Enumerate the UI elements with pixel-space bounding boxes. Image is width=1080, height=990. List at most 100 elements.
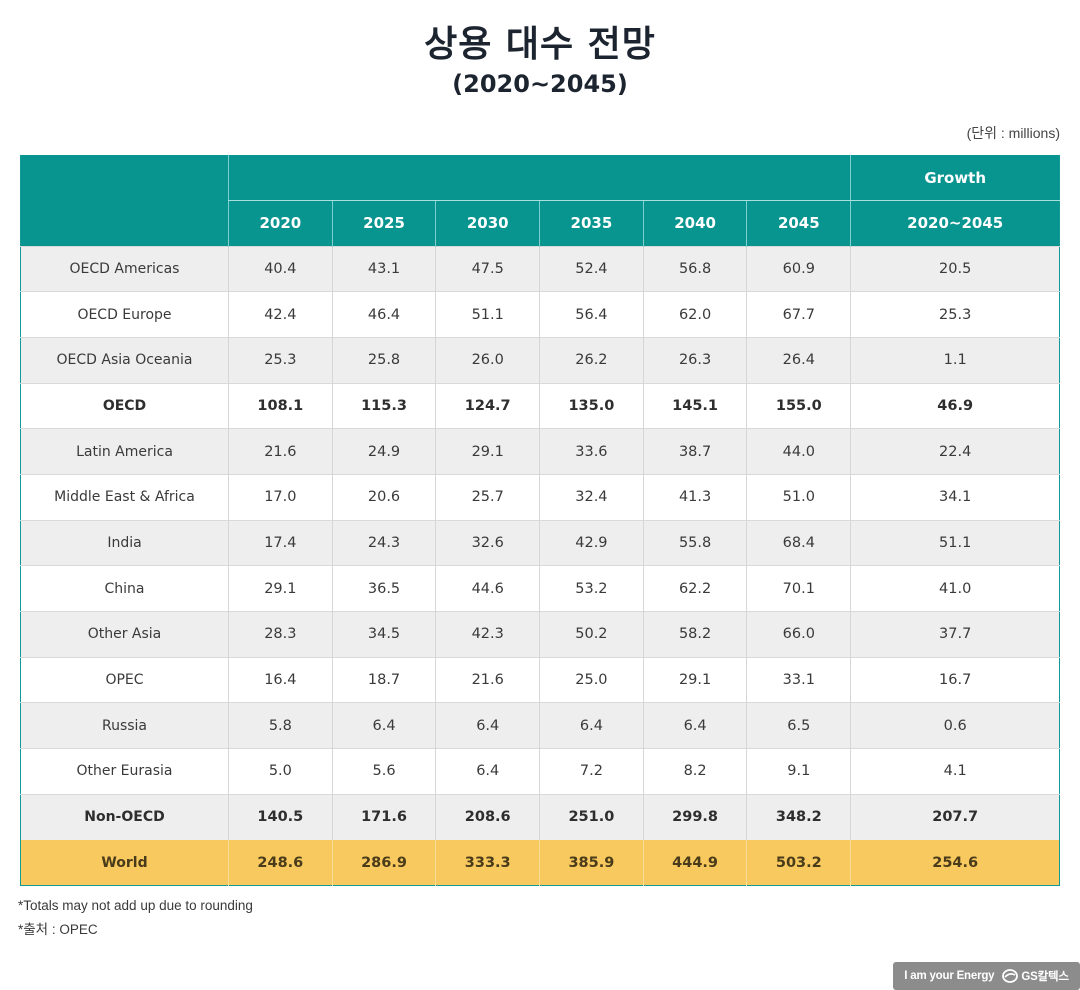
cell-growth: 20.5	[850, 245, 1060, 292]
cell-value: 62.2	[642, 565, 747, 612]
cell-value: 53.2	[539, 565, 644, 612]
table-row: OECD Asia Oceania 25.3 25.8 26.0 26.2 26…	[20, 336, 1060, 384]
cell-value: 208.6	[435, 793, 540, 840]
cell-value: 503.2	[746, 839, 851, 886]
cell-growth: 37.7	[850, 611, 1060, 658]
cell-value: 29.1	[435, 428, 540, 475]
region-label: Non-OECD	[20, 793, 229, 840]
header-year: 2030	[435, 200, 540, 246]
cell-value: 44.0	[746, 428, 851, 475]
cell-growth: 41.0	[850, 565, 1060, 612]
cell-value: 25.7	[435, 473, 540, 521]
table-row: Other Asia 28.3 34.5 42.3 50.2 58.2 66.0…	[20, 611, 1060, 658]
cell-value: 299.8	[642, 793, 747, 840]
cell-value: 51.0	[746, 473, 851, 521]
cell-value: 6.4	[435, 748, 540, 795]
cell-value: 6.4	[435, 702, 540, 749]
cell-value: 26.4	[746, 336, 851, 384]
cell-value: 67.7	[746, 291, 851, 338]
table-row: India 17.4 24.3 32.6 42.9 55.8 68.4 51.1	[20, 519, 1060, 566]
cell-value: 47.5	[435, 245, 540, 292]
cell-value: 32.6	[435, 519, 540, 566]
region-label: OECD Europe	[20, 291, 229, 338]
cell-value: 348.2	[746, 793, 851, 840]
cell-value: 60.9	[746, 245, 851, 292]
cell-value: 55.8	[642, 519, 747, 566]
header-year: 2035	[539, 200, 644, 246]
header-year: 2025	[331, 200, 436, 246]
cell-value: 108.1	[228, 382, 333, 429]
region-label: China	[20, 565, 229, 612]
page-title: 상용 대수 전망	[424, 24, 656, 65]
brand-logo: GS칼텍스	[1002, 968, 1069, 984]
gs-logo-icon	[1002, 969, 1019, 983]
forecast-table: Growth 2020 2025 2030 2035 2040 2045 202…	[20, 155, 1061, 887]
source-note: *출처 : OPEC	[18, 922, 98, 937]
cell-growth: 16.7	[850, 656, 1060, 703]
cell-value: 42.4	[228, 291, 333, 338]
cell-value: 24.9	[331, 428, 436, 475]
cell-value: 56.8	[642, 245, 747, 292]
cell-value: 25.3	[228, 336, 333, 384]
cell-growth: 254.6	[850, 839, 1060, 886]
cell-value: 18.7	[331, 656, 436, 703]
table-row: Latin America 21.6 24.9 29.1 33.6 38.7 4…	[20, 428, 1060, 475]
footnotes: *Totals may not add up due to rounding *…	[18, 894, 253, 942]
table-row: Russia 5.8 6.4 6.4 6.4 6.4 6.5 0.6	[20, 702, 1060, 749]
header-years-span	[227, 155, 851, 201]
cell-value: 33.1	[746, 656, 851, 703]
header-region-blank	[20, 155, 229, 246]
cell-value: 28.3	[228, 611, 333, 658]
region-label: Russia	[20, 702, 229, 749]
cell-growth: 51.1	[850, 519, 1060, 566]
cell-value: 29.1	[642, 656, 747, 703]
cell-value: 135.0	[539, 382, 644, 429]
cell-value: 62.0	[642, 291, 747, 338]
table-row-subtotal: OECD 108.1 115.3 124.7 135.0 145.1 155.0…	[20, 382, 1060, 429]
table-row-subtotal: Non-OECD 140.5 171.6 208.6 251.0 299.8 3…	[20, 793, 1060, 840]
cell-value: 385.9	[539, 839, 644, 886]
cell-value: 5.6	[331, 748, 436, 795]
cell-value: 24.3	[331, 519, 436, 566]
cell-growth: 25.3	[850, 291, 1060, 338]
cell-value: 8.2	[642, 748, 747, 795]
cell-value: 38.7	[642, 428, 747, 475]
brand-badge: I am your Energy GS칼텍스	[893, 962, 1080, 990]
cell-value: 29.1	[228, 565, 333, 612]
cell-value: 33.6	[539, 428, 644, 475]
cell-value: 36.5	[331, 565, 436, 612]
brand-company: GS칼텍스	[1021, 971, 1069, 983]
cell-value: 6.5	[746, 702, 851, 749]
cell-value: 6.4	[539, 702, 644, 749]
region-label: OECD	[20, 382, 229, 429]
unit-label: (단위 : millions)	[966, 125, 1060, 141]
cell-value: 46.4	[331, 291, 436, 338]
table-row: OECD Americas 40.4 43.1 47.5 52.4 56.8 6…	[20, 245, 1060, 292]
cell-value: 248.6	[228, 839, 333, 886]
cell-value: 6.4	[331, 702, 436, 749]
rounding-note: *Totals may not add up due to rounding	[18, 898, 253, 913]
cell-value: 155.0	[746, 382, 851, 429]
table-row-total: World 248.6 286.9 333.3 385.9 444.9 503.…	[20, 839, 1060, 886]
region-label: Other Asia	[20, 611, 229, 658]
cell-value: 58.2	[642, 611, 747, 658]
region-label: World	[20, 839, 229, 886]
cell-value: 444.9	[642, 839, 747, 886]
cell-value: 50.2	[539, 611, 644, 658]
cell-growth: 46.9	[850, 382, 1060, 429]
cell-value: 42.3	[435, 611, 540, 658]
cell-growth: 4.1	[850, 748, 1060, 795]
cell-growth: 0.6	[850, 702, 1060, 749]
region-label: OPEC	[20, 656, 229, 703]
cell-value: 26.2	[539, 336, 644, 384]
cell-value: 34.5	[331, 611, 436, 658]
table-row: OPEC 16.4 18.7 21.6 25.0 29.1 33.1 16.7	[20, 656, 1060, 703]
region-label: India	[20, 519, 229, 566]
cell-value: 5.0	[228, 748, 333, 795]
table-row: OECD Europe 42.4 46.4 51.1 56.4 62.0 67.…	[20, 291, 1060, 338]
cell-value: 52.4	[539, 245, 644, 292]
cell-value: 68.4	[746, 519, 851, 566]
cell-value: 25.0	[539, 656, 644, 703]
cell-value: 17.4	[228, 519, 333, 566]
page-subtitle: (2020~2045)	[452, 70, 628, 98]
